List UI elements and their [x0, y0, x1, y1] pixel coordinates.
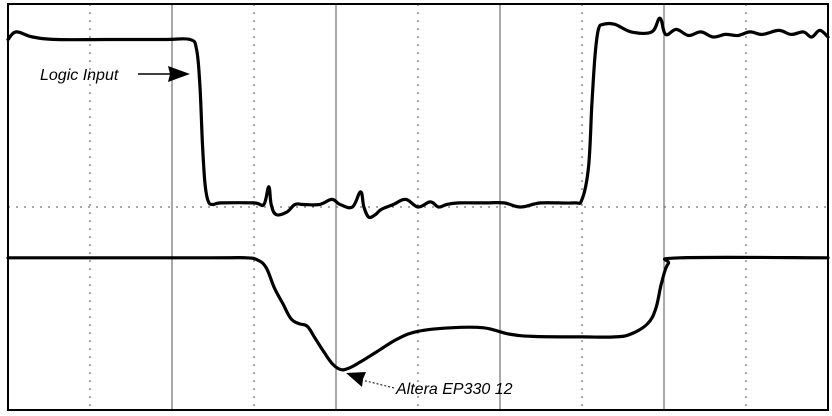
plot-frame — [7, 3, 829, 411]
altera-arrow-line — [361, 379, 395, 389]
series-line-altera — [6, 255, 830, 372]
logic-input-label: Logic Input — [40, 67, 119, 84]
series-line-logic-input — [6, 16, 830, 220]
altera-label: Altera EP330 12 — [395, 381, 513, 398]
altera-arrowhead — [346, 372, 366, 387]
logic-input-arrowhead — [168, 66, 190, 82]
